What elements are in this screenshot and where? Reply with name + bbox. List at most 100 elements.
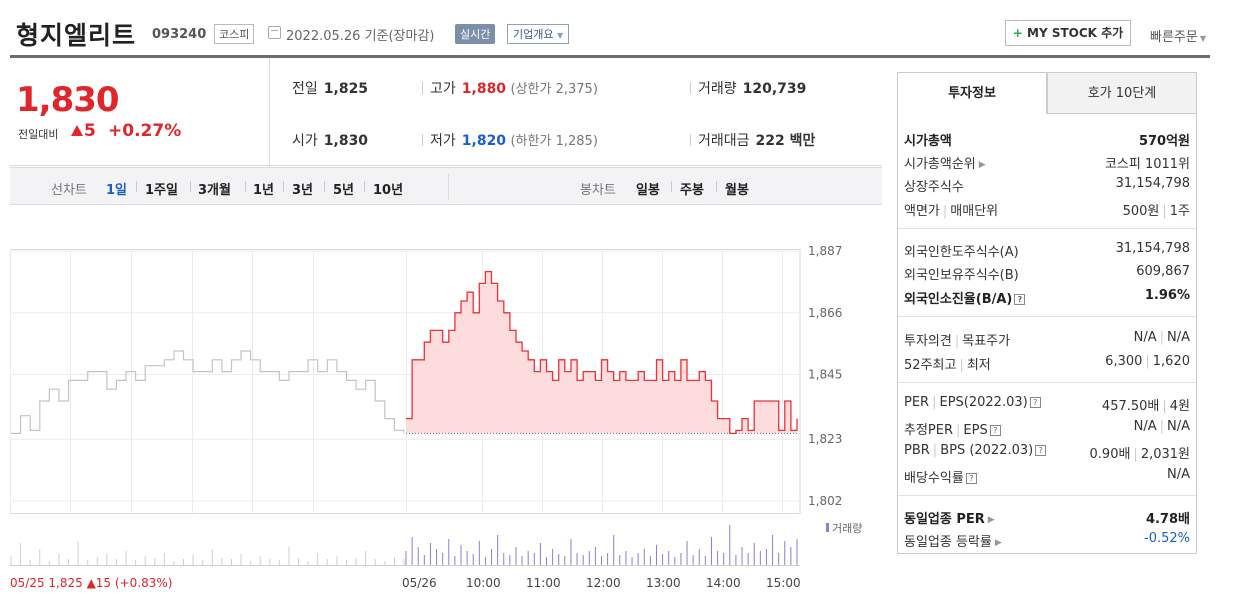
- period-3y[interactable]: 3년: [292, 183, 314, 198]
- up-triangle-icon: [71, 125, 83, 136]
- separator: |: [954, 334, 960, 349]
- stock-code: 093240: [152, 27, 207, 42]
- period-1y[interactable]: 1년: [253, 183, 275, 198]
- divider: [898, 316, 1196, 317]
- volume-cell: 거래량 120,739: [698, 81, 807, 97]
- y-tick-label: 1,887: [808, 244, 842, 258]
- period-3m[interactable]: 3개월: [198, 183, 231, 198]
- base-date: 2022.05.26 기준(장마감): [286, 29, 435, 44]
- info-table: 시가총액 570억원 시가총액순위 ▶ 코스피 1011위 상장주식수 31,154,7…: [897, 114, 1197, 554]
- y-tick-label: 1,802: [808, 494, 842, 508]
- y-tick-label: 1,845: [808, 368, 842, 382]
- chevron-down-icon: ▼: [556, 31, 564, 40]
- prev-day-line: [11, 350, 405, 434]
- open-cell: 시가 1,830: [292, 133, 369, 149]
- price-diff: 5: [84, 121, 96, 141]
- volume-legend: 거래량: [832, 522, 862, 535]
- x-tick-label: 11:00: [526, 576, 561, 590]
- diff-label: 전일대비: [18, 128, 59, 141]
- price-diff-pct: +0.27%: [108, 121, 182, 141]
- separator: |: [1162, 204, 1167, 219]
- tab-hoga[interactable]: 호가 10단계: [1047, 72, 1197, 114]
- today-area: [406, 271, 797, 434]
- divider: [245, 181, 246, 192]
- help-icon[interactable]: ?: [1029, 397, 1041, 408]
- chart-svg: 1,887 1,866 1,845 1,823 1,802 거래량 05/26 10:00 11…: [10, 244, 862, 590]
- row-market-cap-rank: 시가총액순위 ▶ 코스피 1011위: [904, 157, 1190, 172]
- realtime-button[interactable]: 실시간: [455, 24, 496, 44]
- y-tick-label: 1,823: [808, 432, 842, 446]
- divider: [716, 181, 717, 192]
- prev-day-info: 05/25 1,825 ▲15 (+0.83%): [10, 576, 172, 590]
- divider: [283, 181, 284, 192]
- line-chart-label: 선차트: [51, 183, 87, 198]
- separator: |: [1159, 419, 1164, 434]
- quick-order-button[interactable]: 빠른주문 ▼: [1150, 30, 1206, 45]
- divider: [422, 134, 423, 146]
- row-industry-rate: 동일업종 등락률 ▶ -0.52%: [904, 531, 1190, 550]
- row-est-per: 추정PER | EPS? N/A | N/A: [904, 419, 1190, 438]
- divider: [422, 82, 423, 94]
- tab-invest-info[interactable]: 투자정보: [897, 72, 1047, 114]
- help-icon[interactable]: ?: [1014, 294, 1026, 305]
- x-tick-label: 13:00: [646, 576, 681, 590]
- row-opinion: 투자의견 | 목표주가 N/A | N/A: [904, 330, 1190, 349]
- row-dividend: 배당수익률? N/A: [904, 467, 1190, 486]
- row-foreign-hold: 외국인보유주식수(B) 609,867: [904, 264, 1190, 283]
- period-1w[interactable]: 1주일: [145, 183, 178, 198]
- x-tick-label: 12:00: [586, 576, 621, 590]
- low-cell: 저가 1,820 (하한가 1,285): [430, 133, 598, 149]
- candle-weekly[interactable]: 주봉: [680, 183, 704, 198]
- row-per-eps: PER | EPS(2022.03)? 457.50배 | 4원: [904, 395, 1190, 414]
- row-par-value: 액면가 | 매매단위 500원 | 1주: [904, 204, 1190, 219]
- separator: |: [942, 204, 948, 219]
- row-market-cap: 시가총액 570억원: [904, 134, 1190, 149]
- chevron-right-icon: ▶: [987, 515, 995, 525]
- divider: [324, 181, 325, 192]
- separator: |: [932, 395, 937, 410]
- divider: [671, 181, 672, 192]
- company-overview-button[interactable]: 기업개요 ▼: [507, 24, 570, 44]
- y-tick-label: 1,866: [808, 306, 842, 320]
- divider: [448, 174, 449, 200]
- period-1d[interactable]: 1일: [106, 183, 128, 198]
- period-bar: 선차트 1일 1주일 3개월 1년 3년 5년 10년 봉차트 일봉 주봉 월봉: [10, 167, 882, 205]
- divider: [898, 382, 1196, 383]
- chevron-down-icon: ▼: [1199, 34, 1206, 43]
- divider: [190, 181, 191, 192]
- add-mystock-button[interactable]: + MY STOCK 추가: [1005, 20, 1131, 46]
- separator: |: [1145, 354, 1150, 369]
- volume-legend-swatch: [826, 523, 829, 532]
- chevron-right-icon: ▶: [978, 160, 986, 170]
- stock-header: 형지엘리트 093240 코스피 2022.05.26 기준(장마감) 실시간 …: [10, 14, 1210, 54]
- x-tick-label: 15:00: [766, 576, 801, 590]
- info-tabs: 투자정보 호가 10단계: [897, 72, 1197, 114]
- candle-daily[interactable]: 일봉: [636, 183, 660, 198]
- x-tick-label: 14:00: [706, 576, 741, 590]
- row-foreign-ratio: 외국인소진율(B/A)? 1.96%: [904, 288, 1190, 307]
- period-10y[interactable]: 10년: [373, 183, 404, 198]
- amount-cell: 거래대금 222 백만: [698, 133, 816, 149]
- help-icon[interactable]: ?: [1035, 445, 1047, 456]
- period-5y[interactable]: 5년: [333, 183, 355, 198]
- help-icon[interactable]: ?: [965, 473, 977, 484]
- divider: [898, 495, 1196, 496]
- row-pbr-bps: PBR | BPS (2022.03)? 0.90배 | 2,031원: [904, 443, 1190, 462]
- x-tick-label: 10:00: [466, 576, 501, 590]
- row-52week: 52주최고 | 최저 6,300 | 1,620: [904, 354, 1190, 373]
- price-summary: 1,830 전일대비 5 +0.27% 전일 1,825 고가 1,880 (상한가…: [10, 58, 882, 166]
- intraday-chart: 1,887 1,866 1,845 1,823 1,802 거래량 05/26 10:00 11…: [10, 205, 882, 607]
- help-icon[interactable]: ?: [989, 425, 1001, 436]
- separator: |: [1162, 399, 1167, 414]
- separator: |: [932, 443, 938, 458]
- divider: [364, 181, 365, 192]
- current-price: 1,830: [16, 80, 120, 120]
- current-price-panel: 1,830 전일대비 5 +0.27%: [10, 58, 270, 166]
- today-line: [406, 270, 798, 435]
- separator: |: [1159, 330, 1164, 345]
- candle-monthly[interactable]: 월봉: [725, 183, 749, 198]
- row-foreign-limit: 외국인한도주식수(A) 31,154,798: [904, 241, 1190, 260]
- stock-name: 형지엘리트: [16, 21, 137, 50]
- separator: |: [956, 423, 961, 438]
- candle-chart-label: 봉차트: [580, 183, 616, 198]
